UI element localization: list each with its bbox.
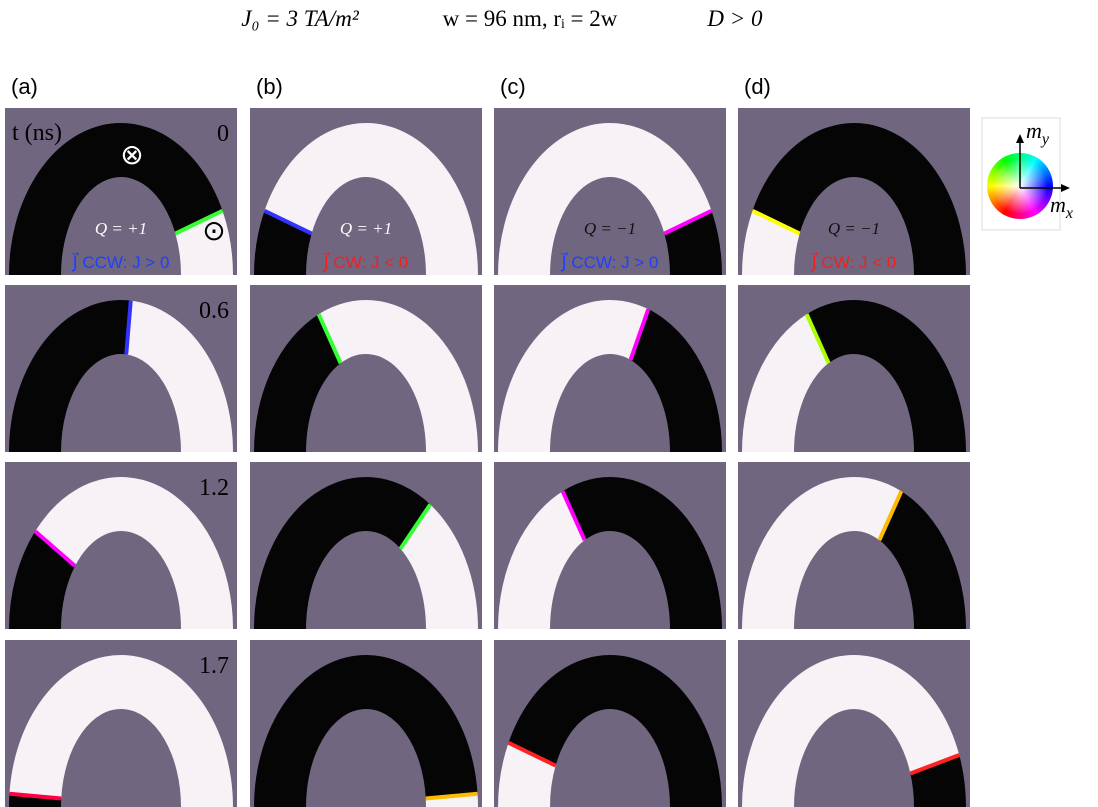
panel-label: (a): [11, 74, 38, 99]
panel-label: (d): [744, 74, 771, 99]
time-label: 0: [217, 121, 229, 147]
current-label: J⃗ CW: J < 0: [322, 252, 408, 272]
panel-label: (c): [500, 74, 526, 99]
panel-label: (b): [256, 74, 283, 99]
time-label: 0.6: [199, 298, 229, 324]
charge-label: Q = +1: [95, 219, 147, 238]
charge-label: Q = +1: [340, 219, 392, 238]
current-label: J⃗ CW: J < 0: [810, 252, 896, 272]
figure: J₀ = 3 TA/m² w = 96 nm, rᵢ = 2w D > 0 my…: [0, 0, 1098, 807]
header-dmi: D > 0: [706, 6, 763, 31]
charge-label: Q = −1: [584, 219, 636, 238]
page: J₀ = 3 TA/m² w = 96 nm, rᵢ = 2w D > 0 my…: [0, 0, 1098, 807]
time-label: 1.7: [199, 653, 229, 679]
arrow: [1061, 184, 1070, 192]
into-symbol: ⊗: [120, 140, 143, 171]
time-axis-label: t (ns): [12, 120, 62, 146]
header-geometry: w = 96 nm, rᵢ = 2w: [443, 6, 618, 31]
charge-label: Q = −1: [828, 219, 880, 238]
out-symbol: ⊙: [202, 216, 225, 247]
header-current: J₀ = 3 TA/m²: [241, 6, 360, 31]
current-label: J⃗ CCW: J > 0: [71, 252, 169, 272]
time-label: 1.2: [199, 475, 229, 501]
current-label: J⃗ CCW: J > 0: [560, 252, 658, 272]
